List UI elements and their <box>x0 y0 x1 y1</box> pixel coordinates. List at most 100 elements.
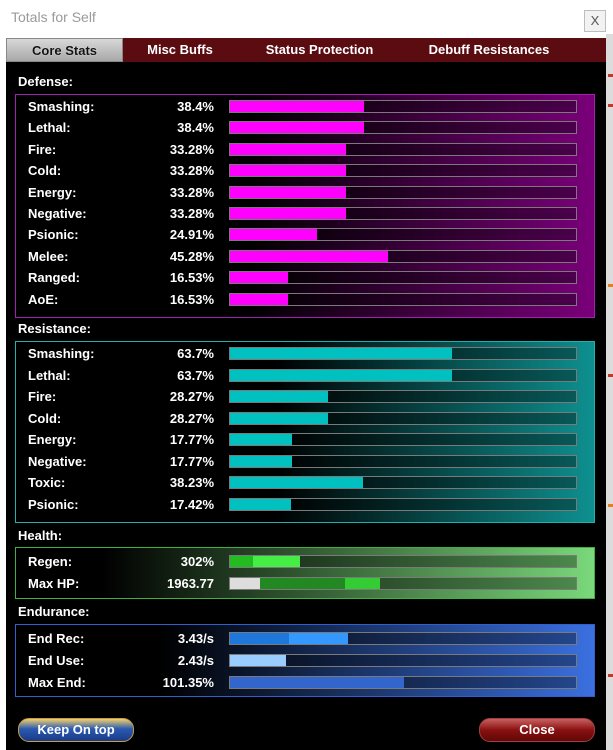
health-label: Max HP: <box>28 576 80 591</box>
endurance-row: End Use: 2.43/s <box>16 650 594 671</box>
endurance-label: End Rec: <box>28 631 85 646</box>
defense-row: Cold: 33.28% <box>16 160 594 181</box>
resistance-bar <box>229 433 577 446</box>
defense-row: AoE: 16.53% <box>16 289 594 310</box>
resistance-row: Cold: 28.27% <box>16 408 594 429</box>
endurance-row: End Rec: 3.43/s <box>16 628 594 649</box>
defense-row: Energy: 33.28% <box>16 182 594 203</box>
defense-value: 38.4% <box>177 99 214 114</box>
defense-bar-fill <box>230 122 364 134</box>
endurance-bar-fill <box>230 655 286 666</box>
health-bar-fill <box>230 578 260 589</box>
defense-label: Psionic: <box>28 227 79 243</box>
health-bar-fill <box>345 578 380 589</box>
endurance-heading: Endurance: <box>18 604 90 619</box>
keep-on-top-button[interactable]: Keep On top <box>18 718 134 742</box>
resistance-label: Toxic: <box>28 475 66 490</box>
endurance-label: Max End: <box>28 675 86 690</box>
defense-label: Ranged: <box>28 270 80 286</box>
resistance-value: 38.23% <box>169 475 214 490</box>
health-row: Max HP: 1963.77 <box>16 573 594 594</box>
defense-label: Smashing: <box>28 99 95 114</box>
resistance-label: Energy: <box>28 432 77 447</box>
defense-label: AoE: <box>28 291 59 307</box>
edge-mark <box>608 674 613 677</box>
resistance-label: Fire: <box>28 389 57 404</box>
defense-value: 16.53% <box>169 291 214 307</box>
health-label: Regen: <box>28 554 73 569</box>
endurance-value: 3.43/s <box>177 631 214 646</box>
resistance-value: 17.77% <box>169 432 214 447</box>
defense-bar-fill <box>230 101 364 112</box>
endurance-row: Max End: 101.35% <box>16 672 594 693</box>
close-icon[interactable]: X <box>584 10 606 32</box>
title-bar: Totals for Self X <box>0 0 613 34</box>
endurance-value: 2.43/s <box>177 653 214 668</box>
defense-bar-fill <box>230 272 288 284</box>
resistance-value: 63.7% <box>177 346 214 361</box>
endurance-label: End Use: <box>28 653 85 668</box>
health-bar-fill <box>253 556 300 567</box>
resistance-bar <box>229 411 577 425</box>
resistance-value: 17.77% <box>169 453 214 469</box>
defense-row: Psionic: 24.91% <box>16 224 594 245</box>
resistance-bar-fill <box>230 434 292 445</box>
defense-row: Smashing: 38.4% <box>16 96 594 117</box>
defense-bar <box>229 100 577 113</box>
defense-bar <box>229 121 577 135</box>
health-value: 302% <box>180 554 214 569</box>
resistance-bar-fill <box>230 348 452 359</box>
edge-mark <box>608 374 613 377</box>
resistance-bar-fill <box>230 391 328 402</box>
endurance-bar-fill <box>289 633 348 644</box>
endurance-value: 101.35% <box>162 675 214 690</box>
resistance-bar <box>229 497 577 511</box>
resistance-bar <box>229 476 577 489</box>
edge-mark <box>608 104 613 107</box>
defense-label: Energy: <box>28 184 77 200</box>
endurance-bar <box>229 654 577 667</box>
resistance-label: Psionic: <box>28 496 79 512</box>
defense-label: Fire: <box>28 141 57 157</box>
resistance-value: 28.27% <box>169 410 214 426</box>
endurance-bar <box>229 632 577 645</box>
resistance-heading: Resistance: <box>18 321 91 336</box>
tab-strip: Core Stats Misc Buffs Status Protection … <box>6 38 606 62</box>
defense-row: Melee: 45.28% <box>16 246 594 267</box>
defense-bar <box>229 207 577 220</box>
tab-misc-buffs[interactable]: Misc Buffs <box>147 42 213 57</box>
resistance-label: Cold: <box>28 410 62 426</box>
defense-section: Smashing: 38.4% Lethal: 38.4% Fire: 33.28% Col… <box>15 94 595 318</box>
close-button[interactable]: Close <box>479 718 595 742</box>
resistance-bar <box>229 454 577 468</box>
resistance-row: Fire: 28.27% <box>16 386 594 407</box>
defense-bar <box>229 228 577 242</box>
resistance-label: Smashing: <box>28 346 95 361</box>
core-stats-panel: Defense: Smashing: 38.4% Lethal: 38.4% Fire:… <box>6 62 606 750</box>
resistance-label: Lethal: <box>28 367 71 383</box>
tab-status-protection[interactable]: Status Protection <box>265 42 374 57</box>
resistance-label: Negative: <box>28 453 87 469</box>
defense-heading: Defense: <box>18 74 73 89</box>
defense-bar <box>229 271 577 285</box>
resistance-value: 28.27% <box>169 389 214 404</box>
resistance-value: 63.7% <box>177 367 214 383</box>
tab-debuff-resistances[interactable]: Debuff Resistances <box>428 42 550 57</box>
resistance-bar-fill <box>230 455 292 467</box>
resistance-bar-fill <box>230 477 363 488</box>
tab-core-stats[interactable]: Core Stats <box>6 38 123 62</box>
defense-row: Ranged: 16.53% <box>16 267 594 288</box>
defense-bar-fill <box>230 186 346 198</box>
resistance-bar <box>229 347 577 360</box>
edge-mark <box>608 284 613 287</box>
defense-bar-fill <box>230 229 317 241</box>
defense-row: Lethal: 38.4% <box>16 117 594 138</box>
resistance-row: Energy: 17.77% <box>16 429 594 450</box>
defense-bar-fill <box>230 143 346 155</box>
defense-bar <box>229 292 577 306</box>
defense-bar <box>229 164 577 178</box>
resistance-row: Lethal: 63.7% <box>16 365 594 386</box>
resistance-bar <box>229 390 577 403</box>
health-bar <box>229 555 577 568</box>
defense-value: 38.4% <box>177 120 214 136</box>
